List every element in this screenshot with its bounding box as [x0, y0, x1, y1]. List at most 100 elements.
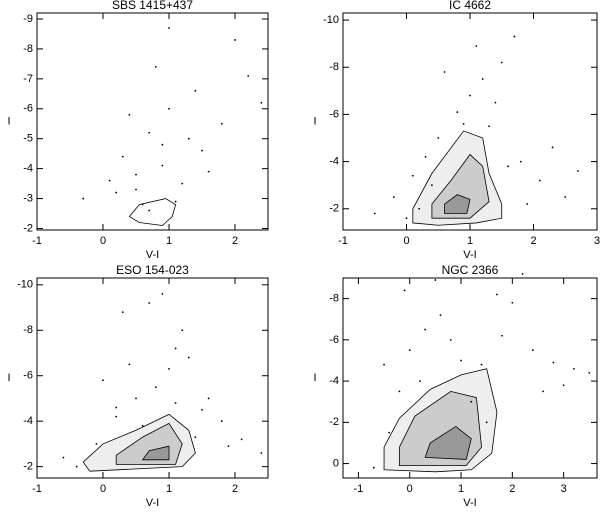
star-point — [403, 289, 406, 292]
star-point — [148, 209, 151, 212]
star-point — [462, 122, 465, 125]
star-point — [526, 203, 529, 205]
y-tick-label: -8 — [23, 324, 33, 336]
star-point — [128, 113, 131, 116]
star-point — [564, 196, 567, 198]
star-point — [148, 131, 151, 134]
star-point — [161, 293, 164, 295]
star-point — [115, 191, 118, 194]
star-point — [372, 466, 375, 469]
star-point — [168, 107, 170, 110]
star-point — [128, 363, 131, 366]
star-point — [194, 436, 197, 438]
y-tick-label: -6 — [23, 370, 33, 382]
star-point — [424, 328, 427, 331]
star-point — [161, 143, 164, 146]
panel: NGC 2366 V-I I -1 0 1 2 3 -8 -6 -4 -2 0 — [313, 263, 598, 509]
density-contour — [431, 153, 490, 219]
star-point — [434, 279, 437, 281]
star-point — [521, 272, 524, 275]
star-point — [408, 349, 411, 352]
y-tick-label: -8 — [329, 293, 339, 305]
density-contour — [128, 198, 177, 226]
x-tick-label: 1 — [166, 483, 172, 495]
star-point — [488, 125, 490, 128]
star-point — [511, 301, 514, 304]
x-tick-label: 0 — [100, 483, 106, 495]
star-point — [392, 196, 395, 198]
panel: SBS 1415+437 V-I I -1 0 1 2 -9 -8 -7 -6 -5 -4 -3 -2 — [7, 0, 269, 261]
y-tick-label: -8 — [329, 61, 339, 73]
star-point — [456, 111, 459, 113]
star-point — [431, 184, 433, 187]
y-axis-label: I — [7, 115, 10, 127]
star-point — [485, 421, 488, 424]
star-point — [373, 212, 376, 215]
star-point — [168, 368, 170, 370]
star-point — [538, 179, 541, 182]
star-point — [424, 155, 427, 158]
x-tick-label: 2 — [232, 235, 238, 247]
y-tick-label: -8 — [23, 43, 33, 55]
star-point — [82, 197, 85, 200]
x-tick-label: 3 — [561, 483, 567, 495]
y-tick-label: -3 — [23, 192, 33, 204]
x-tick-label: -1 — [32, 235, 42, 247]
star-point — [174, 200, 177, 203]
y-axis-label: I — [313, 372, 316, 384]
star-point — [577, 170, 579, 172]
x-tick-label: 0 — [407, 483, 413, 495]
star-point — [469, 94, 471, 97]
y-tick-label: -9 — [23, 13, 33, 25]
star-point — [141, 203, 144, 206]
x-axis-label: V-I — [146, 497, 159, 509]
x-tick-label: 1 — [467, 235, 473, 247]
star-point — [475, 45, 478, 47]
y-tick-label: -2 — [23, 461, 33, 473]
star-point — [383, 363, 385, 366]
x-tick-label: 1 — [166, 235, 172, 247]
star-point — [542, 390, 545, 393]
star-point — [201, 408, 203, 411]
star-point — [260, 452, 263, 454]
star-point — [443, 71, 446, 73]
star-point — [168, 27, 170, 29]
y-tick-label: -6 — [329, 108, 339, 120]
star-point — [102, 379, 104, 382]
x-tick-label: -1 — [354, 483, 364, 495]
star-point — [62, 456, 65, 459]
star-point — [247, 74, 250, 77]
y-tick-label: -5 — [23, 133, 33, 145]
star-point — [501, 334, 503, 337]
y-tick-label: 0 — [333, 457, 339, 469]
density-contour — [424, 425, 472, 460]
star-point — [494, 101, 497, 104]
star-point — [481, 78, 484, 80]
y-tick-label: -7 — [23, 73, 33, 85]
star-point — [227, 445, 230, 448]
y-tick-label: -10 — [17, 279, 33, 291]
x-tick-label: 1 — [458, 483, 464, 495]
star-point — [398, 390, 401, 393]
star-point — [260, 101, 263, 104]
star-point — [531, 349, 534, 352]
panel-title: NGC 2366 — [442, 263, 499, 277]
star-point — [121, 311, 124, 313]
star-point — [573, 367, 575, 370]
star-point — [500, 61, 503, 64]
star-point — [121, 155, 124, 158]
star-point — [187, 137, 190, 140]
star-point — [108, 179, 111, 182]
star-point — [220, 420, 223, 423]
y-tick-label: -6 — [23, 103, 33, 115]
star-point — [240, 438, 243, 441]
x-tick-label: -1 — [32, 483, 42, 495]
y-tick-label: -4 — [329, 156, 339, 168]
star-point — [207, 170, 210, 173]
x-tick-label: 3 — [594, 235, 600, 247]
star-point — [95, 443, 98, 445]
star-point — [75, 465, 78, 468]
star-point — [588, 371, 591, 374]
